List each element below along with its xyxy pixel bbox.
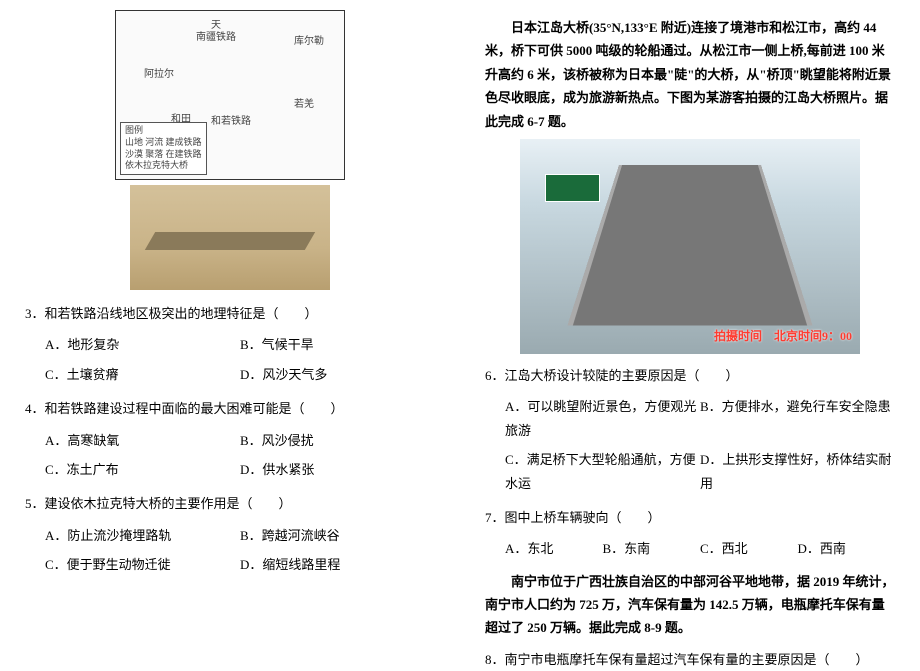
option-d: D．上拱形支撑性好，桥体结实耐用 xyxy=(700,448,895,495)
option-a: A．东北 xyxy=(505,537,603,560)
question-6-stem: 6．江岛大桥设计较陡的主要原因是（ ） xyxy=(485,364,895,387)
option-d: D．西南 xyxy=(798,537,896,560)
option-a: A．地形复杂 xyxy=(45,333,240,356)
question-7-stem: 7．图中上桥车辆驶向（ ） xyxy=(485,506,895,529)
option-b: B．风沙侵扰 xyxy=(240,429,435,452)
photo-caption: 拍摄时间 北京时间9：00 xyxy=(714,326,852,348)
question-4-options: A．高寒缺氧 B．风沙侵扰 C．冻土广布 D．供水紧张 xyxy=(45,426,435,485)
option-a: A．防止流沙掩埋路轨 xyxy=(45,524,240,547)
legend-title: 图例 xyxy=(125,125,202,137)
bridge-photo: 拍摄时间 北京时间9：00 xyxy=(520,139,860,354)
map-label: 和若铁路 xyxy=(211,113,251,131)
option-c: C．土壤贫瘠 xyxy=(45,363,240,386)
map-label: 阿拉尔 xyxy=(144,66,174,84)
right-column: 日本江岛大桥(35°N,133°E 附近)连接了境港市和松江市，高约 44 米，… xyxy=(460,0,920,651)
option-c: C．冻土广布 xyxy=(45,458,240,481)
option-d: D．缩短线路里程 xyxy=(240,553,435,576)
option-a: A．可以眺望附近景色，方便观光旅游 xyxy=(505,395,700,442)
question-7-options: A．东北 B．东南 C．西北 D．西南 xyxy=(505,534,895,563)
map-label: 库尔勒 xyxy=(294,33,324,51)
map-label: 南疆铁路 xyxy=(196,29,236,47)
question-4-stem: 4．和若铁路建设过程中面临的最大困难可能是（ ） xyxy=(25,397,435,420)
legend-row: 依木拉克特大桥 xyxy=(125,160,202,172)
question-5-stem: 5．建设依木拉克特大桥的主要作用是（ ） xyxy=(25,492,435,515)
map-legend: 图例 山地 河流 建成铁路 沙漠 聚落 在建铁路 依木拉克特大桥 xyxy=(120,122,207,175)
question-5-options: A．防止流沙掩埋路轨 B．跨越河流峡谷 C．便于野生动物迁徙 D．缩短线路里程 xyxy=(45,521,435,580)
map-label: 若羌 xyxy=(294,96,314,114)
option-c: C．西北 xyxy=(700,537,798,560)
option-a: A．高寒缺氧 xyxy=(45,429,240,452)
option-d: D．风沙天气多 xyxy=(240,363,435,386)
option-b: B．方便排水，避免行车安全隐患 xyxy=(700,395,895,442)
passage-67: 日本江岛大桥(35°N,133°E 附近)连接了境港市和松江市，高约 44 米，… xyxy=(485,16,895,133)
bridge-road xyxy=(567,165,812,326)
question-8-stem: 8．南宁市电瓶摩托车保有量超过汽车保有量的主要原因是（ ） xyxy=(485,648,895,671)
question-3-stem: 3．和若铁路沿线地区极突出的地理特征是（ ） xyxy=(25,302,435,325)
question-6-options: A．可以眺望附近景色，方便观光旅游 B．方便排水，避免行车安全隐患 C．满足桥下… xyxy=(505,392,895,498)
option-c: C．满足桥下大型轮船通航，方便水运 xyxy=(505,448,700,495)
option-d: D．供水紧张 xyxy=(240,458,435,481)
left-column: 天 南疆铁路 库尔勒 阿拉尔 若羌 和田 和若铁路 图例 山地 河流 建成铁路 … xyxy=(0,0,460,651)
desert-bridge-photo xyxy=(130,185,330,290)
option-b: B．气候干旱 xyxy=(240,333,435,356)
road-sign xyxy=(545,174,600,202)
option-c: C．便于野生动物迁徙 xyxy=(45,553,240,576)
legend-row: 沙漠 聚落 在建铁路 xyxy=(125,149,202,161)
legend-row: 山地 河流 建成铁路 xyxy=(125,137,202,149)
option-b: B．东南 xyxy=(603,537,701,560)
option-b: B．跨越河流峡谷 xyxy=(240,524,435,547)
map-figure: 天 南疆铁路 库尔勒 阿拉尔 若羌 和田 和若铁路 图例 山地 河流 建成铁路 … xyxy=(115,10,345,180)
passage-89: 南宁市位于广西壮族自治区的中部河谷平地地带，据 2019 年统计，南宁市人口约为… xyxy=(485,570,895,640)
question-3-options: A．地形复杂 B．气候干旱 C．土壤贫瘠 D．风沙天气多 xyxy=(45,330,435,389)
